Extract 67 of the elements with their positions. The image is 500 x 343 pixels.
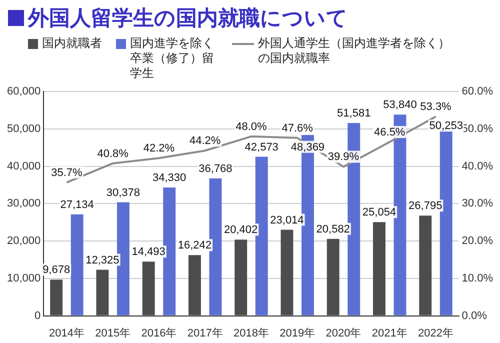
- bar: [255, 156, 268, 316]
- bar: [280, 230, 294, 316]
- bar: [209, 178, 222, 316]
- bar: [142, 262, 155, 316]
- text: 46.5%: [374, 126, 406, 139]
- text: 34,330: [152, 172, 186, 184]
- bar: [188, 255, 201, 316]
- bar: [373, 222, 386, 316]
- text: 42.2%: [143, 142, 175, 155]
- y2-tick-label: 20.0%: [462, 235, 494, 248]
- text: 47.6%: [282, 122, 313, 134]
- text: 48,369: [290, 141, 325, 154]
- text: 20,582: [316, 223, 350, 236]
- text: 30,378: [106, 186, 140, 199]
- text: 51,581: [337, 108, 371, 120]
- bar: [70, 214, 84, 316]
- text: 23,014: [270, 214, 304, 226]
- bar: [96, 270, 109, 316]
- text: 26,795: [408, 200, 442, 212]
- text: 50,253: [429, 120, 463, 132]
- text: 36,768: [198, 162, 232, 175]
- chart-title: 外国人留学生の国内就職について: [28, 6, 348, 32]
- text: 9,678: [42, 264, 70, 276]
- x-tick-label: 2014年: [48, 327, 84, 340]
- y2-tick-label: 0.0%: [462, 310, 488, 322]
- text: 48.0%: [236, 120, 267, 133]
- bar: [326, 238, 340, 316]
- x-tick-label: 2020年: [326, 327, 362, 340]
- y2-tick-label: 50.0%: [462, 123, 494, 135]
- x-tick-label: 2016年: [141, 327, 177, 340]
- legend-label: 国内進学を除く卒業（修了）留学生: [130, 36, 215, 81]
- text: 42,573: [244, 141, 278, 154]
- y-tick-label: 50,000: [6, 123, 41, 135]
- y2-tick-label: 60.0%: [462, 86, 494, 98]
- bar: [163, 188, 176, 316]
- y2-tick-label: 30.0%: [462, 198, 494, 210]
- y-tick-label: 10,000: [6, 272, 41, 284]
- text: 40.8%: [97, 148, 128, 160]
- bar: [50, 280, 63, 316]
- x-tick-label: 2018年: [233, 327, 269, 340]
- x-tick-label: 2022年: [418, 327, 454, 340]
- text: 35.7%: [51, 166, 82, 179]
- text: 20,402: [224, 224, 258, 236]
- x-tick-label: 2015年: [95, 327, 131, 340]
- y2-tick-label: 40.0%: [462, 160, 494, 172]
- legend-label: 外国人通学生（国内進学者を除く）の国内就職率: [258, 36, 451, 66]
- text: 12,325: [86, 254, 120, 266]
- y2-tick-label: 10.0%: [462, 272, 494, 284]
- x-tick-label: 2017年: [187, 327, 223, 340]
- bar: [419, 216, 432, 316]
- x-tick-label: 2021年: [372, 327, 408, 340]
- legend-label: 国内就職者: [42, 36, 102, 51]
- bar: [234, 240, 248, 316]
- y-tick-label: 40,000: [6, 160, 41, 172]
- text: 16,242: [178, 240, 212, 252]
- x-tick-label: 2019年: [280, 327, 316, 340]
- y-tick-label: 30,000: [6, 198, 41, 210]
- y-tick-label: 20,000: [6, 235, 41, 248]
- text: 53.3%: [420, 101, 452, 114]
- text: 44.2%: [189, 135, 221, 148]
- y-tick-label: 0: [34, 310, 41, 322]
- text: 39.9%: [328, 151, 360, 164]
- text: 14,493: [132, 246, 166, 258]
- text: 27,134: [60, 198, 94, 211]
- y-tick-label: 60,000: [6, 86, 41, 98]
- text: 53,840: [383, 99, 417, 112]
- text: 25,054: [362, 206, 396, 219]
